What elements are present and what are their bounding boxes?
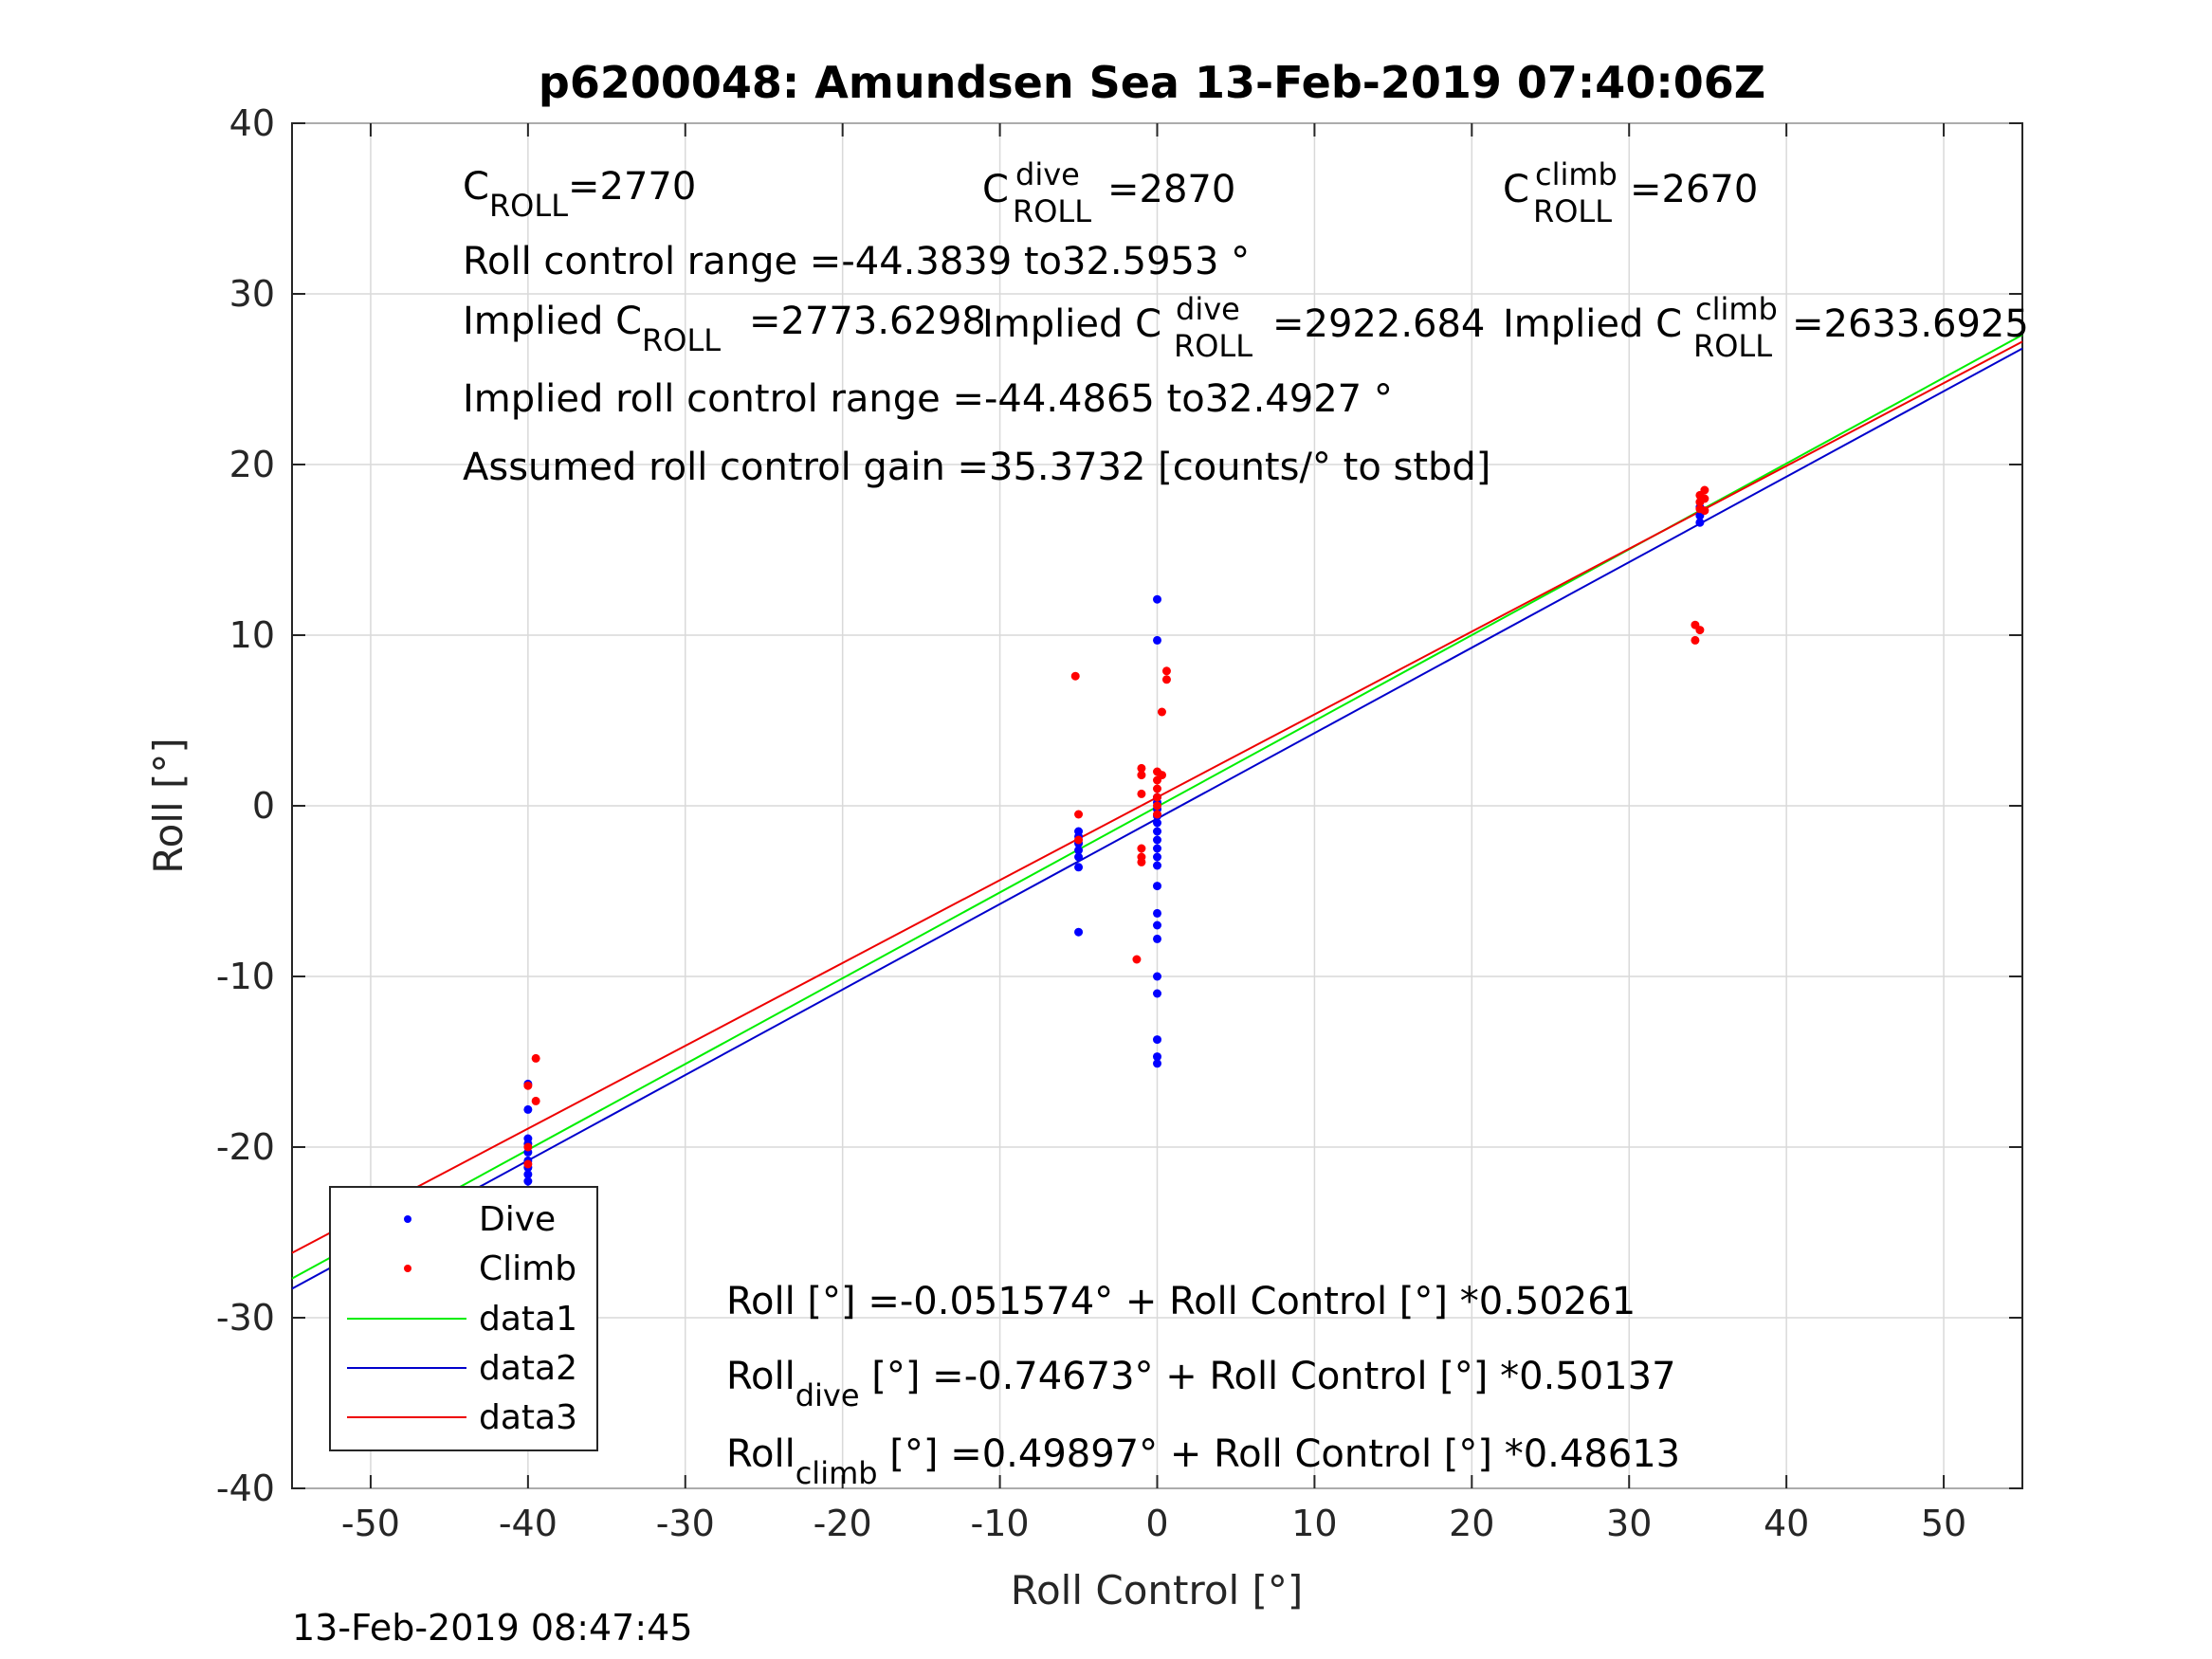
x-tick-label: 40: [1764, 1503, 1809, 1544]
x-tick-label: -20: [814, 1503, 872, 1544]
implied-roll-control-range: Implied roll control range =-44.4865 to3…: [463, 377, 1393, 421]
y-tick-label: -30: [216, 1297, 275, 1339]
y-tick-label: 0: [252, 785, 275, 827]
point-dive: [1153, 852, 1161, 862]
legend-label-data2: data2: [479, 1349, 577, 1388]
y-tick-label: 10: [229, 614, 275, 656]
point-dive: [1153, 989, 1161, 998]
point-dive: [1153, 861, 1161, 870]
point-dive: [1695, 518, 1705, 527]
point-climb: [523, 1159, 533, 1169]
point-dive: [1153, 844, 1161, 853]
point-climb: [1161, 675, 1171, 684]
x-axis-label: Roll Control [°]: [1011, 1567, 1304, 1613]
point-dive: [1153, 835, 1161, 845]
point-climb: [1695, 626, 1705, 635]
x-tick-label: -50: [341, 1503, 400, 1544]
point-climb: [1700, 494, 1709, 503]
legend-label-data3: data3: [479, 1398, 577, 1437]
fit-equation-climb: Rollclimb [°] =0.49897° + Roll Control […: [726, 1432, 1680, 1491]
point-dive: [523, 1104, 533, 1114]
point-dive: [1153, 972, 1161, 981]
point-climb: [1074, 810, 1084, 819]
point-climb: [531, 1096, 540, 1105]
point-dive: [1153, 882, 1161, 891]
point-climb: [1153, 810, 1161, 819]
point-dive: [1153, 635, 1161, 645]
point-climb: [1074, 835, 1084, 845]
y-tick-label: 40: [229, 102, 275, 144]
point-dive: [1153, 594, 1161, 604]
legend-label-climb: Climb: [479, 1249, 576, 1288]
legend: Dive Climb data1 data2 data3: [329, 1186, 598, 1451]
point-climb: [1137, 852, 1146, 862]
point-dive: [1153, 1059, 1161, 1068]
x-tick-label: 50: [1921, 1503, 1966, 1544]
x-tick-label: 10: [1291, 1503, 1337, 1544]
point-dive: [1153, 908, 1161, 918]
point-dive: [1153, 934, 1161, 943]
point-climb: [1132, 955, 1142, 964]
c-roll-annotation: CROLL=2770: [463, 165, 696, 224]
x-tick-label: 0: [1145, 1503, 1168, 1544]
point-dive: [1153, 818, 1161, 828]
point-dive: [1153, 827, 1161, 836]
point-dive: [1153, 1052, 1161, 1062]
point-climb: [1137, 771, 1146, 780]
point-climb: [1157, 771, 1166, 780]
point-climb: [1157, 707, 1166, 717]
legend-marker-climb: [404, 1265, 411, 1272]
point-climb: [1137, 763, 1146, 773]
axis-ticks: -50 -40 -30 -20 -10 0 10 20 30 40 50 -40 -30 -20 -10 0 1…: [216, 102, 2022, 1544]
y-tick-label: 30: [229, 273, 275, 315]
point-dive: [523, 1170, 533, 1179]
point-dive: [1074, 846, 1084, 855]
point-climb: [1153, 801, 1161, 811]
y-tick-label: -20: [216, 1126, 275, 1168]
roll-control-range: Roll control range =-44.3839 to32.5953 °: [463, 240, 1250, 283]
point-climb: [1153, 793, 1161, 802]
y-tick-label: -40: [216, 1468, 275, 1509]
point-dive: [523, 1176, 533, 1186]
y-axis-label: Roll [°]: [145, 738, 192, 873]
point-dive: [1153, 1035, 1161, 1045]
point-dive: [1074, 927, 1084, 937]
x-tick-label: -40: [499, 1503, 558, 1544]
point-dive: [1074, 863, 1084, 872]
point-climb: [1070, 671, 1080, 681]
fit-equation-dive: Rolldive [°] =-0.74673° + Roll Control […: [726, 1355, 1676, 1413]
point-climb: [1700, 506, 1709, 516]
point-climb: [523, 1081, 533, 1090]
chart-title: p6200048: Amundsen Sea 13-Feb-2019 07:40…: [539, 57, 1765, 108]
point-climb: [1137, 844, 1146, 853]
fit-equation-all: Roll [°] =-0.051574° + Roll Control [°] …: [726, 1280, 1636, 1323]
point-dive: [1153, 921, 1161, 930]
x-tick-label: -30: [656, 1503, 715, 1544]
legend-marker-dive: [404, 1215, 411, 1223]
print-timestamp: 13-Feb-2019 08:47:45: [292, 1607, 693, 1649]
legend-label-dive: Dive: [479, 1200, 556, 1239]
point-climb: [1161, 666, 1171, 676]
point-climb: [523, 1142, 533, 1152]
point-dive: [1074, 852, 1084, 862]
implied-c-roll: Implied CROLL =2773.6298: [463, 300, 986, 358]
point-climb: [1153, 784, 1161, 793]
legend-label-data1: data1: [479, 1300, 577, 1339]
x-tick-label: 20: [1449, 1503, 1494, 1544]
x-tick-label: -10: [971, 1503, 1030, 1544]
x-tick-label: 30: [1606, 1503, 1652, 1544]
assumed-roll-control-gain: Assumed roll control gain =35.3732 [coun…: [463, 446, 1490, 489]
point-climb: [1700, 485, 1709, 495]
point-climb: [1691, 635, 1700, 645]
point-climb: [1137, 789, 1146, 798]
y-tick-label: -10: [216, 956, 275, 997]
point-climb: [531, 1053, 540, 1063]
y-tick-label: 20: [229, 444, 275, 485]
